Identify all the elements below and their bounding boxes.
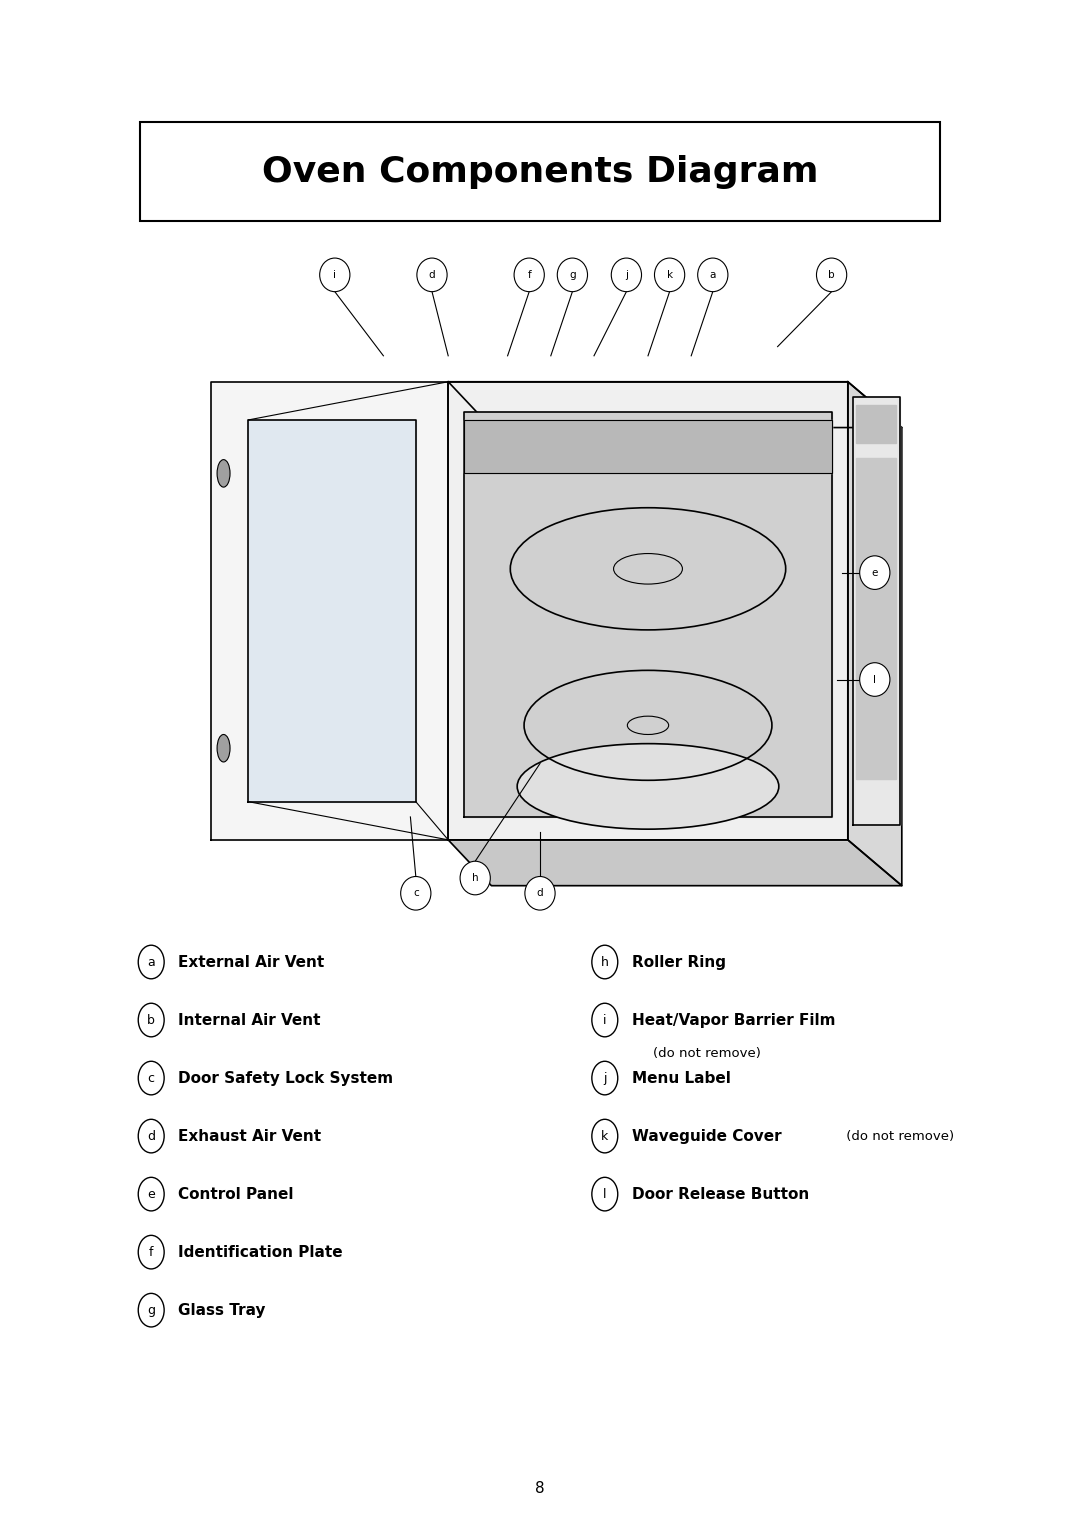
Text: Heat/Vapor Barrier Film: Heat/Vapor Barrier Film [632, 1012, 835, 1028]
Text: f: f [527, 270, 531, 279]
Ellipse shape [611, 258, 642, 292]
Ellipse shape [592, 1177, 618, 1211]
Text: l: l [603, 1188, 607, 1200]
Text: d: d [429, 270, 435, 279]
Polygon shape [856, 458, 896, 779]
Ellipse shape [816, 258, 847, 292]
Text: g: g [147, 1304, 156, 1316]
Text: Door Release Button: Door Release Button [632, 1186, 809, 1202]
Ellipse shape [217, 460, 230, 487]
Text: i: i [603, 1014, 607, 1026]
Text: f: f [149, 1246, 153, 1258]
Ellipse shape [592, 945, 618, 979]
Text: Internal Air Vent: Internal Air Vent [178, 1012, 321, 1028]
Ellipse shape [138, 1293, 164, 1327]
Polygon shape [248, 420, 416, 802]
Text: d: d [147, 1130, 156, 1142]
Ellipse shape [460, 861, 490, 895]
Polygon shape [211, 382, 448, 840]
Text: h: h [472, 873, 478, 883]
Ellipse shape [514, 258, 544, 292]
Ellipse shape [138, 945, 164, 979]
Text: 8: 8 [536, 1481, 544, 1496]
Ellipse shape [525, 876, 555, 910]
Ellipse shape [401, 876, 431, 910]
Text: j: j [603, 1072, 607, 1084]
Ellipse shape [138, 1003, 164, 1037]
Text: External Air Vent: External Air Vent [178, 954, 324, 970]
Ellipse shape [698, 258, 728, 292]
Text: b: b [147, 1014, 156, 1026]
Ellipse shape [592, 1119, 618, 1153]
Text: Roller Ring: Roller Ring [632, 954, 726, 970]
Text: g: g [569, 270, 576, 279]
Text: (do not remove): (do not remove) [653, 1048, 761, 1060]
Ellipse shape [217, 734, 230, 762]
Text: Waveguide Cover: Waveguide Cover [632, 1128, 782, 1144]
Polygon shape [853, 397, 900, 825]
Polygon shape [464, 412, 832, 817]
Ellipse shape [592, 1003, 618, 1037]
Text: (do not remove): (do not remove) [842, 1130, 955, 1142]
Text: l: l [874, 675, 876, 684]
Ellipse shape [517, 744, 779, 829]
Ellipse shape [860, 663, 890, 696]
Text: Glass Tray: Glass Tray [178, 1303, 266, 1318]
Text: h: h [600, 956, 609, 968]
Ellipse shape [138, 1061, 164, 1095]
Text: Exhaust Air Vent: Exhaust Air Vent [178, 1128, 322, 1144]
Ellipse shape [592, 1061, 618, 1095]
FancyBboxPatch shape [140, 122, 940, 221]
Text: c: c [413, 889, 419, 898]
Text: e: e [147, 1188, 156, 1200]
Text: b: b [828, 270, 835, 279]
Text: k: k [602, 1130, 608, 1142]
Ellipse shape [654, 258, 685, 292]
Ellipse shape [417, 258, 447, 292]
Text: Menu Label: Menu Label [632, 1070, 731, 1086]
Text: a: a [147, 956, 156, 968]
Text: k: k [666, 270, 673, 279]
Text: Oven Components Diagram: Oven Components Diagram [261, 154, 819, 189]
Text: Control Panel: Control Panel [178, 1186, 294, 1202]
Ellipse shape [138, 1235, 164, 1269]
Text: e: e [872, 568, 878, 577]
Text: Door Safety Lock System: Door Safety Lock System [178, 1070, 393, 1086]
Ellipse shape [138, 1177, 164, 1211]
Polygon shape [448, 382, 848, 840]
Polygon shape [856, 405, 896, 443]
Ellipse shape [860, 556, 890, 589]
Text: i: i [334, 270, 336, 279]
Text: c: c [148, 1072, 154, 1084]
Text: d: d [537, 889, 543, 898]
Ellipse shape [320, 258, 350, 292]
Polygon shape [448, 840, 902, 886]
Ellipse shape [138, 1119, 164, 1153]
Ellipse shape [557, 258, 588, 292]
Text: j: j [625, 270, 627, 279]
Text: a: a [710, 270, 716, 279]
Polygon shape [848, 382, 902, 886]
Polygon shape [448, 382, 902, 428]
Polygon shape [464, 420, 832, 473]
Text: Identification Plate: Identification Plate [178, 1245, 342, 1260]
